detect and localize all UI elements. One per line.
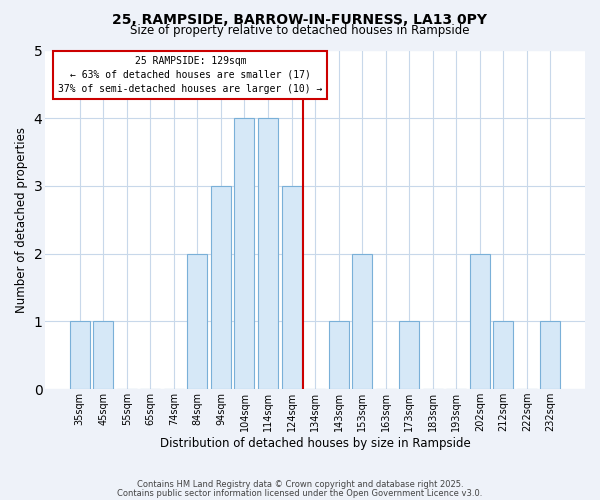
Bar (93, 322, 113, 389)
Text: 25 RAMPSIDE: 129sqm
← 63% of detached houses are smaller (17)
37% of semi-detach: 25 RAMPSIDE: 129sqm ← 63% of detached ho… (58, 56, 323, 94)
Bar (352, 254, 372, 389)
Bar (470, 254, 490, 389)
Bar (399, 322, 419, 389)
Bar (281, 186, 302, 389)
Bar (235, 118, 254, 389)
Bar (187, 254, 208, 389)
Bar (493, 322, 514, 389)
X-axis label: Distribution of detached houses by size in Rampside: Distribution of detached houses by size … (160, 437, 470, 450)
Text: Contains HM Land Registry data © Crown copyright and database right 2025.: Contains HM Land Registry data © Crown c… (137, 480, 463, 489)
Text: Size of property relative to detached houses in Rampside: Size of property relative to detached ho… (130, 24, 470, 37)
Text: 25, RAMPSIDE, BARROW-IN-FURNESS, LA13 0PY: 25, RAMPSIDE, BARROW-IN-FURNESS, LA13 0P… (113, 12, 487, 26)
Bar (211, 186, 231, 389)
Text: Contains public sector information licensed under the Open Government Licence v3: Contains public sector information licen… (118, 489, 482, 498)
Bar (258, 118, 278, 389)
Bar (541, 322, 560, 389)
Bar (70, 322, 90, 389)
Bar (329, 322, 349, 389)
Y-axis label: Number of detached properties: Number of detached properties (15, 127, 28, 313)
